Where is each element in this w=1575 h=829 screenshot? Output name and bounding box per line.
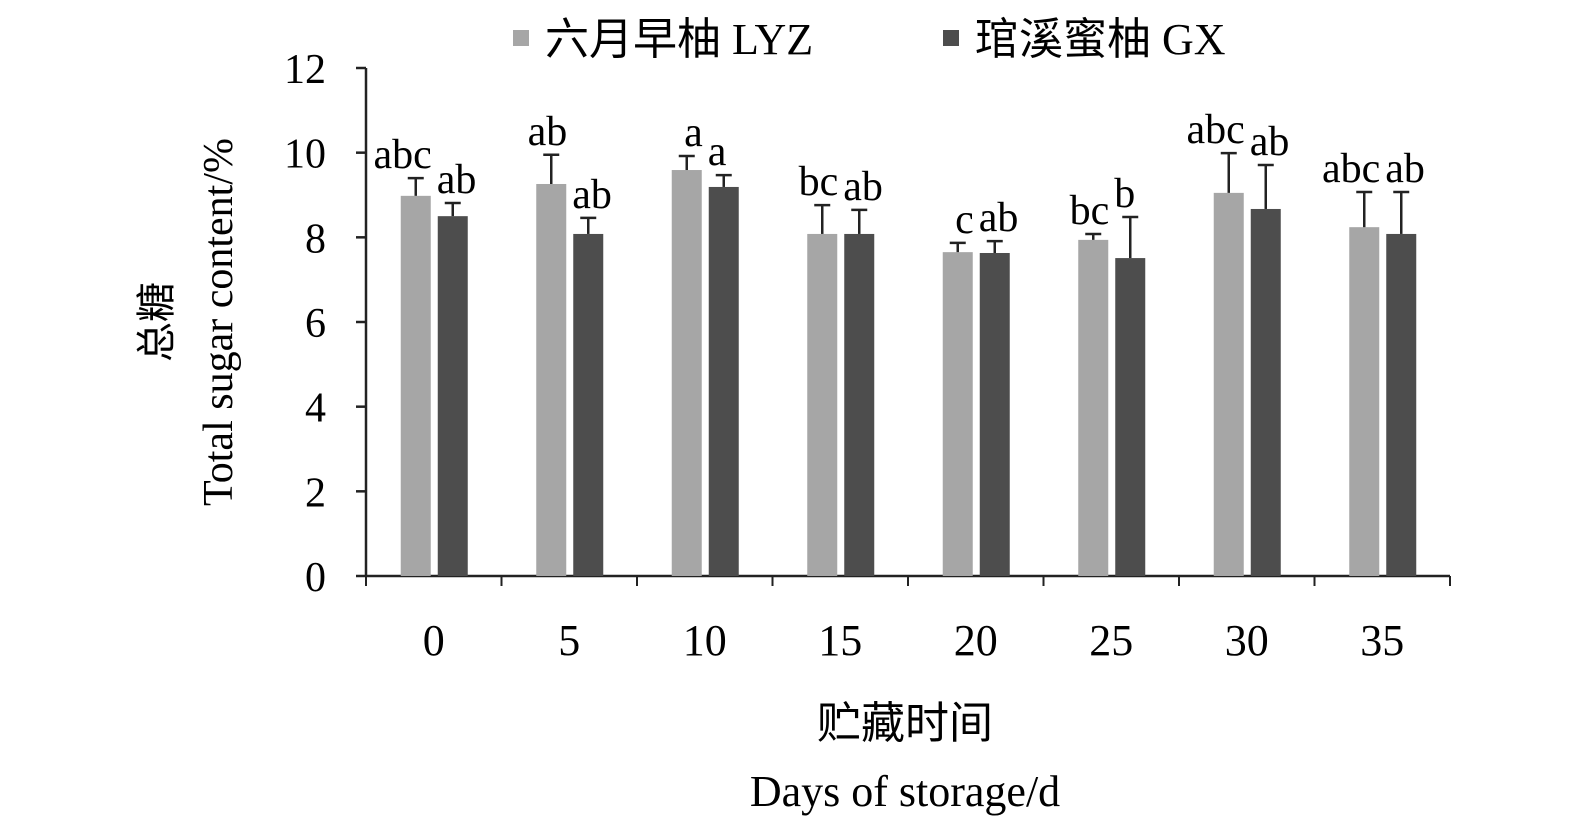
x-tick-label: 15 — [818, 616, 862, 665]
y-tick-label: 6 — [305, 301, 326, 347]
bar — [1349, 227, 1380, 576]
bar — [1250, 208, 1281, 576]
significance-letter: ab — [843, 164, 883, 210]
legend: 六月早柚 LYZ 琯溪蜜柚 GX — [513, 15, 1226, 64]
x-tick-label: 30 — [1225, 616, 1269, 665]
legend-label-lyz: 六月早柚 LYZ — [545, 15, 813, 64]
significance-letter: bc — [1070, 188, 1110, 234]
bar — [536, 183, 567, 576]
x-tick-label: 5 — [558, 616, 580, 665]
y-tick-label: 10 — [284, 132, 326, 178]
bar — [708, 186, 739, 576]
significance-letter: abc — [373, 132, 431, 178]
bar — [400, 195, 431, 576]
significance-letter: a — [684, 110, 703, 156]
y-tick-label: 4 — [305, 386, 326, 432]
significance-letter: abc — [1186, 107, 1244, 153]
x-tick-label: 35 — [1360, 616, 1404, 665]
bar — [1386, 233, 1417, 577]
significance-letter: bc — [799, 159, 839, 205]
significance-letter: ab — [528, 109, 568, 155]
bar — [807, 233, 838, 577]
bar — [1115, 258, 1146, 576]
y-axis-label: Total sugar content/% — [196, 138, 242, 506]
significance-letter: b — [1114, 171, 1135, 217]
significance-letter: c — [955, 197, 974, 243]
x-tick-label: 10 — [683, 616, 727, 665]
x-tick-label: 20 — [954, 616, 998, 665]
significance-letter: ab — [979, 195, 1019, 241]
x-axis-label-cn: 贮藏时间 — [817, 699, 993, 748]
legend-swatch-gx — [943, 30, 959, 46]
bar — [979, 252, 1010, 576]
bar — [437, 216, 468, 576]
significance-letter: ab — [572, 172, 612, 218]
significance-letter: ab — [1250, 119, 1290, 165]
y-tick-label: 12 — [284, 47, 326, 93]
significance-letter: ab — [1385, 146, 1425, 192]
legend-label-gx: 琯溪蜜柚 GX — [975, 15, 1226, 64]
significance-letter: abc — [1322, 146, 1380, 192]
y-tick-label: 0 — [305, 555, 326, 601]
significance-letter: a — [708, 129, 727, 175]
legend-swatch-lyz — [513, 30, 529, 46]
y-tick-label: 2 — [305, 470, 326, 516]
y-axis-label-cn: 总糖 — [134, 282, 179, 362]
bar — [1078, 239, 1109, 576]
bar — [942, 252, 973, 576]
bar — [844, 233, 875, 577]
significance-letter: ab — [437, 157, 477, 203]
x-tick-label: 0 — [423, 616, 445, 665]
x-axis-label: Days of storage/d — [750, 767, 1060, 816]
y-tick-label: 8 — [305, 216, 326, 262]
bar — [671, 170, 702, 577]
x-tick-label: 25 — [1089, 616, 1133, 665]
bar — [1213, 192, 1244, 576]
bar — [573, 233, 604, 577]
